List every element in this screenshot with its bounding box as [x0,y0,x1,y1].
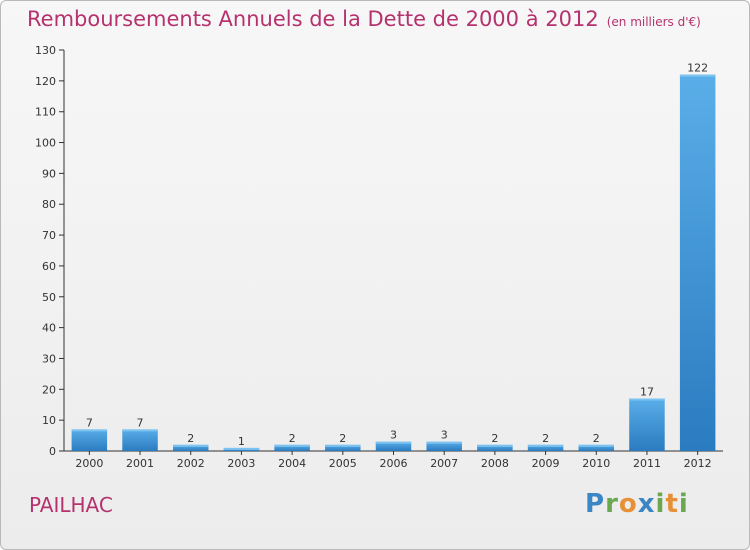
bar-highlight-2000 [71,429,108,432]
x-tick-label-2008: 2008 [481,457,509,470]
y-tick-label: 100 [35,137,56,150]
bar-highlight-2007 [426,441,462,444]
bar-highlight-2011 [629,398,665,401]
x-tick-label-2001: 2001 [126,457,154,470]
bar-highlight-2008 [477,444,513,447]
bar-highlight-2005 [325,444,361,447]
value-label-2003: 1 [238,435,245,448]
y-tick-label: 90 [42,167,56,180]
bar-2000 [71,429,108,451]
bar-2011 [629,398,665,451]
value-label-2011: 17 [640,386,654,399]
y-tick-label: 10 [42,414,56,427]
bar-highlight-2006 [375,441,412,444]
chart-subtitle: (en milliers d'€) [606,15,701,29]
x-tick-label-2009: 2009 [532,457,560,470]
value-label-2007: 3 [441,429,448,442]
x-tick-label-2007: 2007 [430,457,458,470]
x-tick-label-2010: 2010 [582,457,610,470]
proxiti-logo: Proxiti [585,489,689,519]
value-label-2012: 122 [687,62,708,75]
value-label-2009: 2 [542,432,549,445]
bar-2004 [274,444,310,451]
value-label-2005: 2 [339,432,346,445]
y-tick-label: 30 [42,352,56,365]
x-tick-label-2012: 2012 [684,457,712,470]
bar-highlight-2002 [172,444,209,447]
bar-2006 [375,441,412,451]
value-label-2002: 2 [187,432,194,445]
y-tick-label: 50 [42,291,56,304]
x-tick-label-2006: 2006 [380,457,408,470]
bar-highlight-2009 [527,444,564,447]
bar-highlight-2012 [679,74,716,77]
bar-2009 [527,444,564,451]
bar-2005 [325,444,361,451]
x-tick-label-2003: 2003 [227,457,255,470]
bar-2010 [578,444,615,451]
chart-title-text: Remboursements Annuels de la Dette de 20… [27,7,599,31]
x-tick-label-2000: 2000 [75,457,103,470]
bar-2001 [122,429,158,451]
x-tick-label-2005: 2005 [329,457,357,470]
bar-highlight-2001 [122,429,158,432]
bar-2008 [477,444,513,451]
value-label-2004: 2 [289,432,296,445]
value-label-2000: 7 [86,416,93,429]
y-tick-label: 40 [42,322,56,335]
y-tick-label: 80 [42,198,56,211]
y-tick-label: 120 [35,75,56,88]
place-name: PAILHAC [29,493,113,517]
value-label-2008: 2 [491,432,498,445]
bar-highlight-2004 [274,444,310,447]
bar-2007 [426,441,462,451]
x-tick-label-2004: 2004 [278,457,306,470]
y-tick-label: 70 [42,229,56,242]
bar-highlight-2003 [223,447,260,450]
y-tick-label: 0 [49,445,56,458]
y-tick-label: 110 [35,106,56,119]
bar-2012 [679,74,716,451]
chart-title: Remboursements Annuels de la Dette de 20… [27,7,701,31]
y-tick-label: 60 [42,260,56,273]
value-label-2001: 7 [137,416,144,429]
bar-2002 [172,444,209,451]
y-tick-label: 130 [35,44,56,57]
x-tick-label-2011: 2011 [633,457,661,470]
y-tick-label: 20 [42,383,56,396]
value-label-2006: 3 [390,429,397,442]
bar-highlight-2010 [578,444,615,447]
value-label-2010: 2 [593,432,600,445]
x-tick-label-2002: 2002 [177,457,205,470]
